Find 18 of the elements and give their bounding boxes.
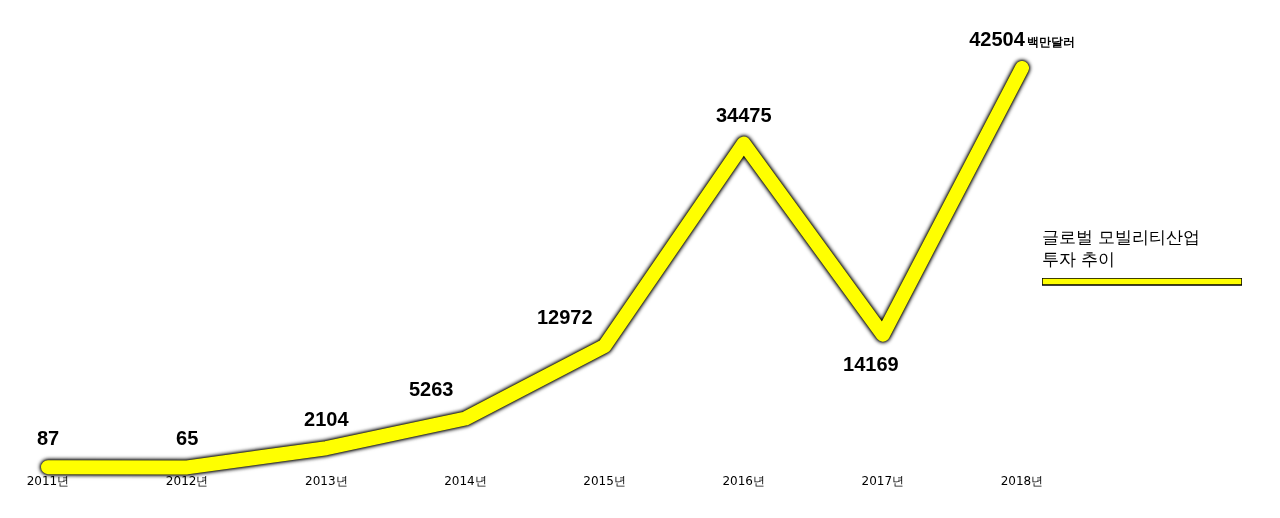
data-label: 87 <box>36 427 60 450</box>
x-tick-label: 2015년 <box>583 473 626 488</box>
data-label: 42504 <box>969 28 1026 50</box>
x-tick-label: 2013년 <box>305 473 348 488</box>
x-tick-label: 2012년 <box>165 473 209 488</box>
x-tick-label: 2016년 <box>722 473 765 488</box>
data-label: 34475 <box>715 103 772 126</box>
text: 글로벌 모빌리티산업 투자 추이 <box>1042 226 1202 270</box>
data-label: 65 <box>176 427 199 450</box>
x-tick-label: 2014년 <box>444 473 487 488</box>
data-label: 5263 <box>408 378 454 401</box>
data-label: 12972 <box>536 305 593 328</box>
x-tick-label: 2011년 <box>26 473 70 488</box>
x-tick-label: 2018년 <box>1000 473 1044 488</box>
data-label: 14169 <box>843 352 899 375</box>
x-tick-label: 2017년 <box>861 473 905 488</box>
annotation: 백만달러 <box>1026 35 1075 49</box>
data-label: 2104 <box>304 408 350 431</box>
